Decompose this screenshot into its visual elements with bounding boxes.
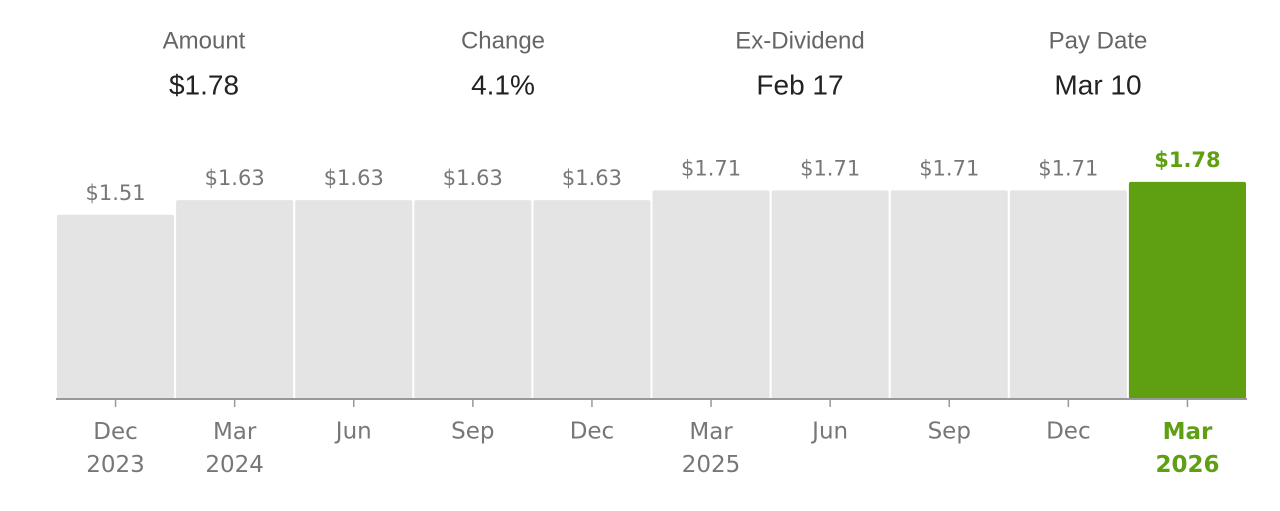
value-label: $1.71 <box>681 156 741 180</box>
stat-value: Mar 10 <box>1054 69 1141 100</box>
bar <box>414 200 532 399</box>
bar <box>890 190 1008 399</box>
x-tick-label: Dec 2023 <box>86 419 145 478</box>
stat-value: $1.78 <box>169 69 239 100</box>
x-tick-label: Mar 2026 <box>1155 419 1219 478</box>
x-tick-label: Sep <box>928 419 971 445</box>
bar <box>1009 190 1127 399</box>
bar <box>295 200 413 399</box>
value-label: $1.71 <box>800 156 860 180</box>
x-tick-label: Dec <box>570 419 615 445</box>
stat-value: Feb 17 <box>756 69 843 100</box>
value-label: $1.63 <box>324 166 384 190</box>
value-label: $1.71 <box>919 156 979 180</box>
stat-label: Pay Date <box>1049 27 1148 54</box>
value-label: $1.63 <box>205 166 265 190</box>
bar <box>771 190 889 399</box>
x-tick-label: Jun <box>810 419 848 445</box>
bar <box>176 200 294 399</box>
stat-label: Ex-Dividend <box>735 27 864 54</box>
bar <box>533 200 651 399</box>
x-tick-label: Sep <box>451 419 494 445</box>
stat-value: 4.1% <box>471 69 535 100</box>
stat-label: Change <box>461 27 545 54</box>
value-label: $1.51 <box>85 181 145 205</box>
value-label: $1.63 <box>443 166 503 190</box>
value-label: $1.71 <box>1038 156 1098 180</box>
x-tick-label: Jun <box>334 419 372 445</box>
value-label: $1.63 <box>562 166 622 190</box>
bar <box>652 190 770 399</box>
value-label: $1.78 <box>1154 148 1220 172</box>
stats: Amount $1.78 Change 4.1% Ex-Dividend Feb… <box>163 27 1148 100</box>
bar <box>57 214 175 399</box>
x-tick-label: Mar 2025 <box>682 419 741 478</box>
bar <box>1128 181 1246 399</box>
x-tick-label: Dec <box>1046 419 1091 445</box>
stat-label: Amount <box>163 27 246 54</box>
x-tick-label: Mar 2024 <box>205 419 264 478</box>
